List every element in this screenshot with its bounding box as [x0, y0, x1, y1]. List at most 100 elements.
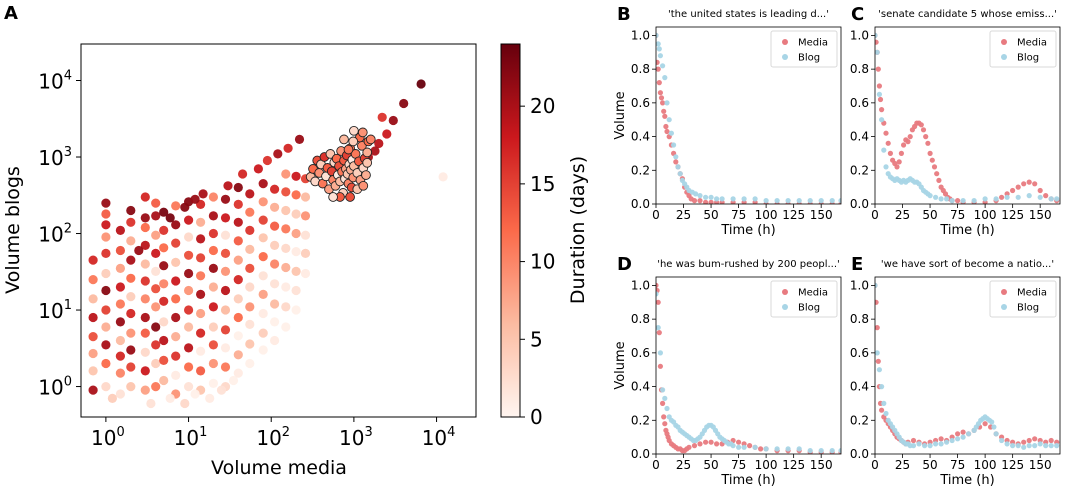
- panel-a-point: [233, 275, 243, 285]
- panel-a-x-ticks: 100 101 102 103 104: [91, 417, 455, 450]
- panel-d-xlabel: Time (h): [720, 473, 775, 488]
- panel-a-point: [184, 305, 194, 315]
- panel-a-point: [126, 217, 136, 227]
- panel-a-point: [245, 339, 255, 349]
- panel-a-point: [184, 362, 194, 372]
- panel-a-point: [258, 252, 268, 262]
- panel-c-blog-point: [1015, 194, 1021, 200]
- panel-a-y-ticks: 100 101 102 103 104: [38, 69, 81, 400]
- panel-a-point: [270, 335, 280, 346]
- panel-e-media-point: [875, 299, 879, 305]
- panel-c-media-point: [905, 139, 911, 145]
- panel-d-media-point: [691, 443, 698, 449]
- panel-d-media-point: [736, 439, 742, 445]
- panel-d-y-tick-label: 0.6: [631, 346, 650, 360]
- panel-a-point: [159, 335, 169, 346]
- panel-d-media-point: [656, 330, 662, 336]
- panel-a-point: [115, 317, 125, 327]
- panel-a-point: [159, 243, 169, 253]
- panel-c-media-point: [876, 83, 883, 89]
- panel-e-media-point: [875, 325, 880, 331]
- panel-a-point: [300, 248, 311, 258]
- panel-e-blog-point: [944, 439, 950, 445]
- panel-a-point: [270, 299, 280, 309]
- panel-d-y-tick-label: 0.8: [631, 312, 650, 326]
- panel-b-legend-label: Media: [798, 38, 828, 49]
- panel-a-point: [140, 312, 150, 323]
- panel-c-media-point: [999, 194, 1005, 200]
- panel-a-point: [198, 189, 208, 199]
- panel-d-media-point: [656, 299, 661, 305]
- panel-a-point: [115, 389, 125, 399]
- panel-b-legend: Media Blog: [770, 30, 838, 68]
- panel-a-point: [184, 232, 194, 242]
- panel-a-point: [416, 79, 426, 89]
- panel-a-point: [281, 302, 291, 312]
- panel-a-point: [101, 248, 111, 258]
- panel-d-x-tick-label: 125: [782, 458, 805, 472]
- panel-a-points: [88, 79, 448, 409]
- panel-b-frame: [655, 26, 842, 205]
- panel-b-y-tick-label: 0.4: [631, 130, 650, 144]
- panel-d-x-tick-label: 100: [755, 458, 778, 472]
- panel-e-x-tick-label: 150: [1029, 458, 1052, 472]
- panel-d-media-point: [656, 282, 659, 288]
- panel-b-blog-point: [796, 198, 802, 204]
- panel-b-y-tick-label: 0.6: [631, 96, 650, 110]
- panel-a-point: [140, 222, 150, 233]
- panel-c-blog-point: [875, 32, 878, 38]
- panel-a-point: [184, 268, 194, 279]
- panel-d-frame: [655, 276, 842, 455]
- panel-c-media-point: [923, 134, 929, 140]
- panel-c-media-point: [1032, 181, 1038, 187]
- panel-e-blog-point: [960, 434, 966, 440]
- panel-c-blog-point: [881, 147, 887, 153]
- panel-e-blog-point: [927, 443, 933, 449]
- panel-a-point: [101, 198, 111, 208]
- panel-a-y-tick-label: 102: [38, 222, 72, 247]
- panel-d-media-point: [686, 444, 692, 450]
- panel-d-media-point: [661, 414, 667, 420]
- panel-c-x-tick-label: 125: [1001, 208, 1024, 222]
- panel-a-point: [140, 192, 150, 202]
- panel-c-media-point: [896, 159, 902, 165]
- panel-c-blog-point: [993, 196, 999, 202]
- panel-a-point: [281, 224, 291, 234]
- panel-a-point: [101, 220, 111, 230]
- panel-a-point: [184, 322, 194, 332]
- panel-a-point: [180, 398, 190, 409]
- panel-a-point: [159, 355, 169, 365]
- panel-a-point: [196, 253, 206, 263]
- panel-c-media-point: [894, 164, 900, 170]
- panel-c-media-point: [898, 150, 905, 156]
- panel-a-point: [115, 225, 125, 235]
- colorbar-tick-label: 20: [530, 94, 555, 118]
- panel-a-point: [233, 255, 243, 265]
- panel-a-point: [140, 347, 150, 357]
- panel-a-point: [370, 146, 380, 156]
- panel-e-y-tick-label: 0.2: [850, 413, 869, 427]
- colorbar-tick-label: 5: [530, 327, 543, 351]
- panel-a-point: [233, 331, 243, 341]
- panel-c-title: 'senate candidate 5 whose emiss...': [878, 9, 1057, 20]
- panel-a-point: [151, 340, 161, 350]
- panel-a-point: [245, 207, 255, 217]
- panel-a-ylabel: Volume blogs: [2, 166, 24, 294]
- panel-d-media-point: [747, 443, 753, 449]
- panel-d-blog-point: [763, 446, 769, 452]
- panel-c-media-point: [883, 130, 889, 136]
- panel-b-media-point: [662, 113, 668, 119]
- panel-a-point: [208, 211, 218, 221]
- panel-d-legend-label: Media: [798, 288, 828, 299]
- panel-e-y-tick-label: 0.0: [850, 447, 869, 461]
- panel-c-media-point: [875, 39, 879, 45]
- colorbar-tick-label: 15: [530, 172, 555, 196]
- panel-d-blog-point: [785, 446, 791, 452]
- panel-d-y-tick-label: 0.0: [631, 447, 650, 461]
- panel-b-x-tick-label: 0: [652, 208, 660, 222]
- panel-a-point: [126, 205, 136, 216]
- panel-a-point: [238, 169, 248, 179]
- panel-a-scatter: 100 101 102 103 104 100 101 102 103 104 Volume m…: [2, 43, 477, 479]
- panel-a-point: [283, 143, 293, 153]
- panel-c-y-tick-label: 0.8: [850, 62, 869, 76]
